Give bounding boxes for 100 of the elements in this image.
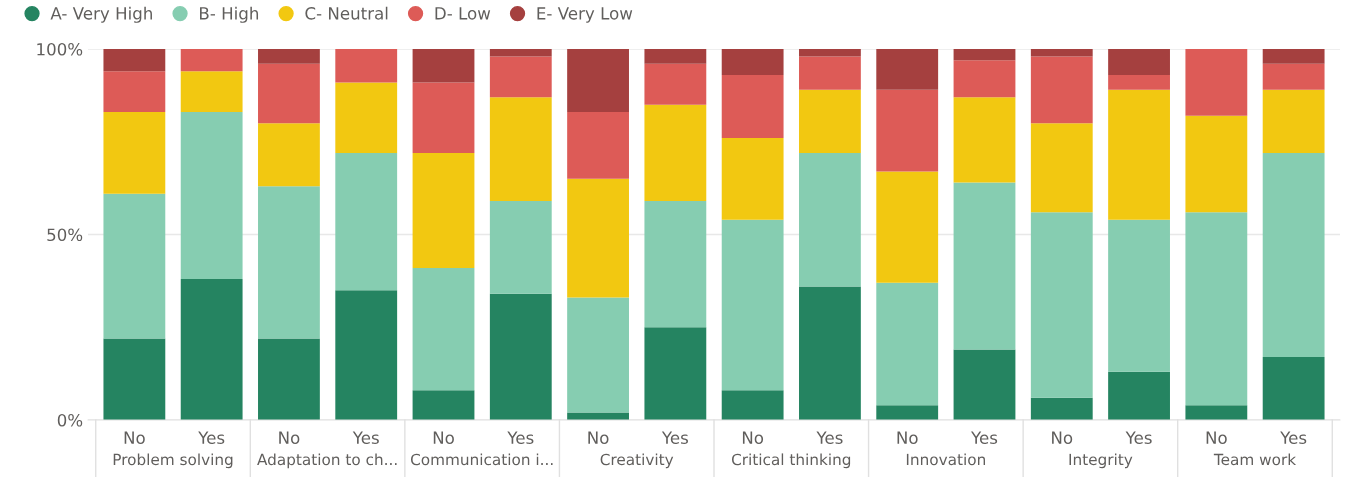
bar — [953, 349, 1016, 420]
text: Critical thinking — [731, 453, 851, 469]
bar — [489, 49, 552, 57]
bar — [335, 152, 398, 291]
bar — [953, 49, 1016, 61]
bar — [953, 60, 1016, 98]
bar — [567, 112, 629, 179]
y-tick-label: 50% — [47, 228, 83, 242]
bar — [567, 297, 629, 413]
bar — [799, 56, 861, 90]
x-tick-label: No — [742, 431, 764, 445]
x-tick-label: Yes — [1125, 431, 1152, 445]
bar — [644, 327, 707, 420]
bar — [412, 82, 475, 153]
legend-label: D- Low — [435, 7, 491, 20]
legend-label: B- High — [200, 6, 259, 23]
x-tick-label: No — [588, 431, 609, 445]
x-tick-label: No — [124, 431, 145, 445]
bar — [1108, 371, 1170, 420]
bar — [412, 49, 475, 83]
bar — [412, 390, 475, 420]
bar — [180, 279, 243, 420]
bar — [721, 49, 784, 75]
bar — [489, 56, 552, 98]
bar — [644, 49, 707, 64]
text: Communication i... — [410, 453, 553, 466]
bar — [258, 186, 320, 339]
text: Adaptation to ch... — [257, 453, 397, 469]
bar — [1030, 123, 1093, 213]
text: Integrity — [1069, 453, 1133, 469]
x-tick-label: No — [897, 431, 918, 445]
bar — [258, 49, 320, 64]
bar — [180, 71, 243, 113]
legend-label: E- Very Low — [537, 7, 633, 23]
bar — [180, 49, 243, 72]
bar — [799, 152, 861, 287]
x-tick-label: Yes — [971, 431, 998, 445]
bar — [876, 171, 939, 283]
bar — [335, 82, 398, 153]
x-tick-label: No — [1206, 431, 1227, 445]
bar — [1262, 152, 1325, 357]
bar — [721, 138, 784, 220]
bar — [489, 293, 552, 420]
x-tick-label: Yes — [198, 431, 225, 445]
bar — [721, 74, 784, 139]
bar — [1262, 356, 1325, 420]
bar — [103, 338, 166, 420]
bar — [489, 97, 552, 202]
bar — [1030, 49, 1093, 57]
legend-label: C- Neutral — [305, 6, 388, 20]
bar — [953, 97, 1016, 183]
bar — [103, 112, 166, 194]
x-tick-label: No — [433, 431, 454, 445]
bar — [1030, 212, 1093, 398]
x-tick-label: Yes — [816, 431, 843, 445]
text: Team work — [1213, 453, 1297, 466]
bar — [1108, 49, 1170, 75]
bar — [1185, 212, 1248, 406]
bar — [799, 89, 861, 153]
bar — [876, 282, 939, 406]
bar — [567, 178, 629, 298]
bar — [953, 182, 1016, 350]
bar — [258, 63, 320, 124]
bar — [644, 201, 707, 328]
bar — [103, 193, 166, 339]
text: Creativity — [600, 453, 674, 469]
bar — [258, 338, 320, 420]
bar — [799, 49, 861, 57]
x-tick-label: No — [1052, 431, 1073, 445]
bar — [876, 89, 939, 172]
bar — [1185, 115, 1248, 213]
bar — [1108, 74, 1170, 90]
bar — [721, 390, 784, 420]
bar — [876, 405, 939, 420]
bar — [412, 152, 475, 268]
bar — [103, 71, 166, 113]
bar — [721, 219, 784, 391]
bar — [335, 290, 398, 420]
bar — [412, 267, 475, 391]
bar — [1030, 56, 1093, 124]
bar — [1108, 219, 1170, 372]
legend-label: A- Very High — [50, 6, 152, 23]
bar — [876, 49, 939, 90]
x-tick-label: Yes — [661, 431, 688, 445]
text: Innovation — [906, 453, 985, 466]
y-tick-label: 0% — [57, 413, 83, 427]
y-tick-label: 100% — [37, 42, 83, 56]
bar — [799, 286, 861, 420]
text: Problem solving — [113, 453, 233, 469]
x-tick-label: Yes — [507, 431, 534, 445]
x-tick-label: No — [279, 431, 300, 445]
bar — [567, 49, 629, 113]
bar — [103, 49, 166, 72]
x-tick-label: Yes — [1280, 431, 1307, 445]
bar — [1108, 89, 1170, 220]
bar — [1262, 89, 1325, 153]
bar — [1262, 63, 1325, 90]
bar — [1262, 49, 1325, 64]
bar — [489, 201, 552, 294]
bar — [335, 49, 398, 83]
